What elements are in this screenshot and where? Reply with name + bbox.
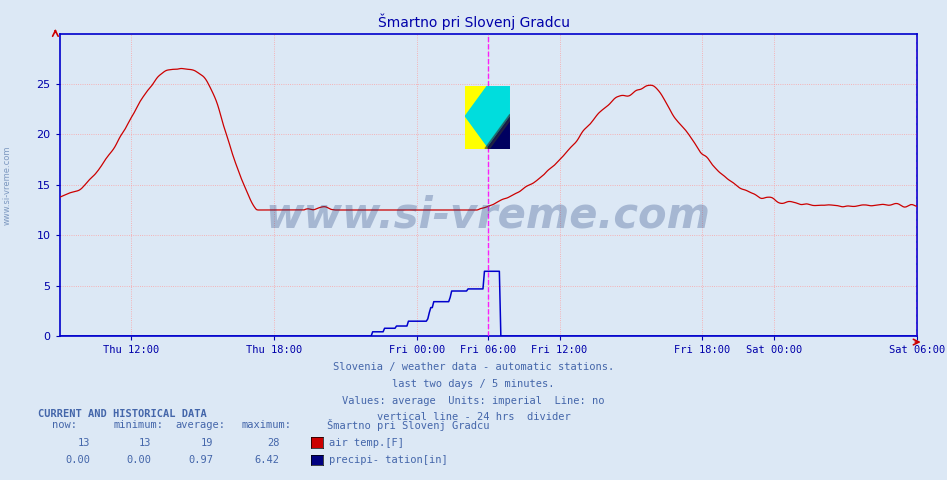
Text: last two days / 5 minutes.: last two days / 5 minutes. bbox=[392, 379, 555, 389]
Text: 28: 28 bbox=[267, 438, 279, 448]
Text: 0.00: 0.00 bbox=[127, 456, 152, 465]
Polygon shape bbox=[465, 86, 510, 148]
Polygon shape bbox=[465, 86, 488, 117]
Text: average:: average: bbox=[175, 420, 225, 430]
Polygon shape bbox=[465, 117, 488, 148]
Polygon shape bbox=[488, 117, 510, 148]
Text: 0.97: 0.97 bbox=[188, 456, 213, 465]
Text: 19: 19 bbox=[201, 438, 213, 448]
Text: Values: average  Units: imperial  Line: no: Values: average Units: imperial Line: no bbox=[342, 396, 605, 406]
Text: now:: now: bbox=[52, 420, 77, 430]
Text: 13: 13 bbox=[78, 438, 90, 448]
Text: Šmartno pri Slovenj Gradcu: Šmartno pri Slovenj Gradcu bbox=[378, 13, 569, 30]
Polygon shape bbox=[485, 114, 510, 148]
Text: minimum:: minimum: bbox=[114, 420, 164, 430]
Text: 0.00: 0.00 bbox=[65, 456, 90, 465]
Text: maximum:: maximum: bbox=[241, 420, 292, 430]
Text: www.si-vreme.com: www.si-vreme.com bbox=[266, 194, 710, 236]
Text: www.si-vreme.com: www.si-vreme.com bbox=[3, 145, 12, 225]
Text: Slovenia / weather data - automatic stations.: Slovenia / weather data - automatic stat… bbox=[333, 362, 614, 372]
Text: vertical line - 24 hrs  divider: vertical line - 24 hrs divider bbox=[377, 412, 570, 422]
Text: Šmartno pri Slovenj Gradcu: Šmartno pri Slovenj Gradcu bbox=[327, 419, 490, 431]
Text: CURRENT AND HISTORICAL DATA: CURRENT AND HISTORICAL DATA bbox=[38, 409, 206, 419]
Text: air temp.[F]: air temp.[F] bbox=[329, 438, 403, 448]
Text: 13: 13 bbox=[139, 438, 152, 448]
Text: precipi- tation[in]: precipi- tation[in] bbox=[329, 456, 447, 465]
Text: 6.42: 6.42 bbox=[255, 456, 279, 465]
